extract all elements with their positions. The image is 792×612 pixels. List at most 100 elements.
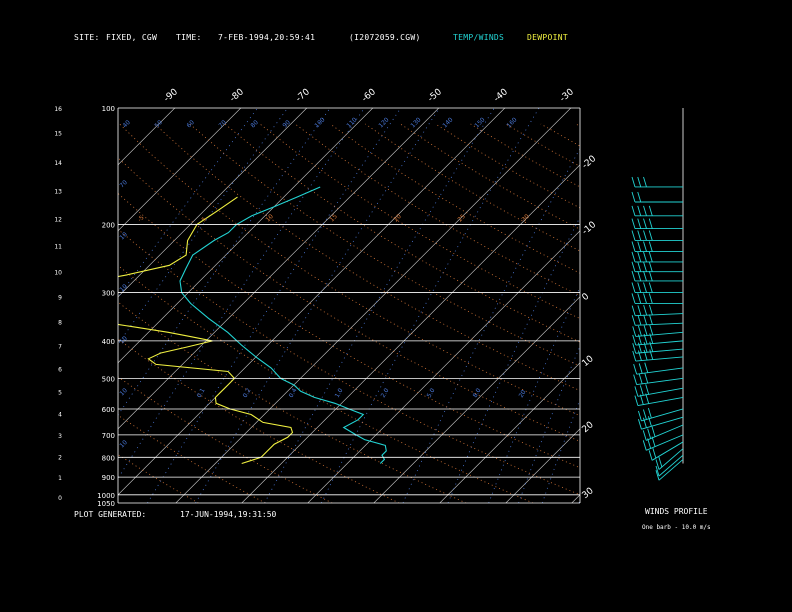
height-tick-label: 1 (58, 475, 62, 482)
dry-adiabat-line (400, 123, 580, 230)
wind-barb-flag (632, 350, 637, 362)
height-tick-label: 11 (54, 243, 62, 250)
wind-barb-flag (631, 241, 636, 252)
wind-barb-flag (642, 430, 647, 441)
isotherm-tick-label: -40 (492, 87, 510, 104)
wind-barb-staff (635, 348, 684, 354)
isotherm-tick-label: 0 (581, 292, 592, 304)
wind-barb-staff (637, 387, 684, 397)
wind-barb-flag (637, 230, 642, 241)
wind-barb-flag (651, 426, 656, 437)
file-name: (I2072059.CGW) (349, 33, 421, 42)
wind-barb-staff (635, 340, 684, 346)
wind-barb-flag (631, 270, 636, 282)
mixing-ratio-line (578, 498, 580, 503)
barb-note: One barb - 10.0 m/s (642, 524, 711, 531)
isotherm-line (118, 108, 506, 496)
dry-adiabat-line (118, 301, 467, 503)
theta-label-left: 70 (118, 179, 128, 189)
pressure-tick-label: 600 (102, 406, 115, 414)
wind-barb-flag (631, 315, 636, 326)
wind-barb-flag (643, 251, 647, 263)
theta-label-top: 90 (281, 119, 291, 129)
wind-barb-flag (634, 395, 639, 406)
isotherm-line (175, 108, 572, 503)
wind-barb-staff (641, 416, 684, 430)
wind-barb-staff (646, 424, 684, 441)
plot-generated-value: 17-JUN-1994,19:31:50 (180, 510, 277, 519)
isotherm-tick-label: -50 (426, 87, 444, 104)
height-tick-label: 9 (58, 295, 62, 302)
wind-barb-flag (631, 282, 636, 293)
isotherm-tick-label: -70 (294, 87, 312, 104)
pressure-tick-label: 800 (102, 454, 115, 462)
wind-barb-staff (635, 322, 684, 326)
wind-barb-flag (637, 205, 642, 216)
theta-label-top: 110 (345, 116, 358, 129)
theta-label-top: 120 (377, 116, 390, 129)
wind-barb-flag (648, 241, 653, 252)
mixing-ratio-label: 0.4 (288, 387, 299, 399)
dry-adiabat-line (505, 123, 580, 167)
pressure-tick-label: 500 (102, 375, 115, 383)
wind-barb-flag (642, 409, 647, 420)
wind-barb-flag (645, 384, 650, 395)
wind-barb-flag (633, 374, 638, 385)
wind-barb-flag (637, 251, 642, 263)
time-value: 7-FEB-1994,20:59:41 (218, 33, 316, 42)
wind-barb-flag (631, 251, 636, 263)
wind-barb-flag (655, 470, 660, 481)
legend-temp-winds: TEMP/WINDS (453, 33, 505, 42)
height-tick-label: 5 (58, 389, 62, 396)
mixing-ratio-line (518, 345, 580, 503)
mixing-ratio-line (118, 108, 289, 345)
dry-adiabat-label: 5 (200, 216, 208, 224)
dry-adiabat-line (329, 123, 580, 274)
wind-barb-flag (637, 241, 642, 252)
pressure-tick-label: 400 (102, 338, 115, 346)
wind-barb-staff (658, 459, 684, 481)
height-tick-label: 3 (58, 433, 62, 440)
isotherm-tick-label: -80 (228, 87, 246, 104)
dry-adiabat-line (118, 228, 580, 496)
theta-label-top: 160 (505, 116, 518, 129)
isotherm-line (373, 296, 580, 503)
wind-barb-flag (647, 416, 652, 427)
isotherm-line (307, 230, 580, 503)
wind-barb-flag (648, 261, 653, 272)
dry-adiabat-line (118, 376, 333, 503)
dry-adiabat-label: 10 (264, 213, 274, 223)
wind-barb-flag (632, 343, 637, 354)
wind-barb-flag (642, 417, 647, 428)
isotherm-line (571, 494, 580, 503)
dry-adiabat-label: 20 (392, 213, 402, 223)
wind-barb-flag (643, 218, 647, 229)
mixing-ratio-label: 1.0 (334, 387, 345, 399)
wind-barb-flag (643, 349, 648, 361)
height-tick-label: 13 (54, 189, 62, 196)
dry-adiabat-line (118, 454, 199, 503)
height-tick-label: 14 (54, 160, 62, 167)
isotherm-tick-label: -90 (162, 87, 180, 104)
mixing-ratio-line (118, 108, 258, 299)
isotherm-tick-label: 10 (581, 354, 596, 369)
wind-barb-flag (638, 373, 643, 384)
wind-barb-flag (631, 191, 636, 203)
dry-adiabat-label: 15 (328, 213, 338, 223)
mixing-ratio-label: 0.2 (242, 387, 253, 399)
height-tick-label: 6 (58, 367, 62, 374)
site-value: FIXED, CGW (106, 33, 158, 42)
wind-barb-flag (658, 456, 663, 468)
pressure-tick-label: 1050 (97, 500, 115, 508)
isotherm-tick-label: 20 (581, 420, 596, 435)
wind-barb-staff (646, 434, 684, 451)
theta-label-left: 10 (118, 387, 128, 397)
wind-barb-flag (648, 270, 653, 282)
dry-adiabat-line (119, 123, 580, 417)
wind-barb-flag (637, 270, 642, 282)
wind-barb-flag (637, 314, 642, 326)
winds-profile-label: WINDS PROFILE (645, 507, 708, 516)
wind-barb-flag (637, 305, 642, 316)
wind-barb-flag (652, 447, 657, 459)
